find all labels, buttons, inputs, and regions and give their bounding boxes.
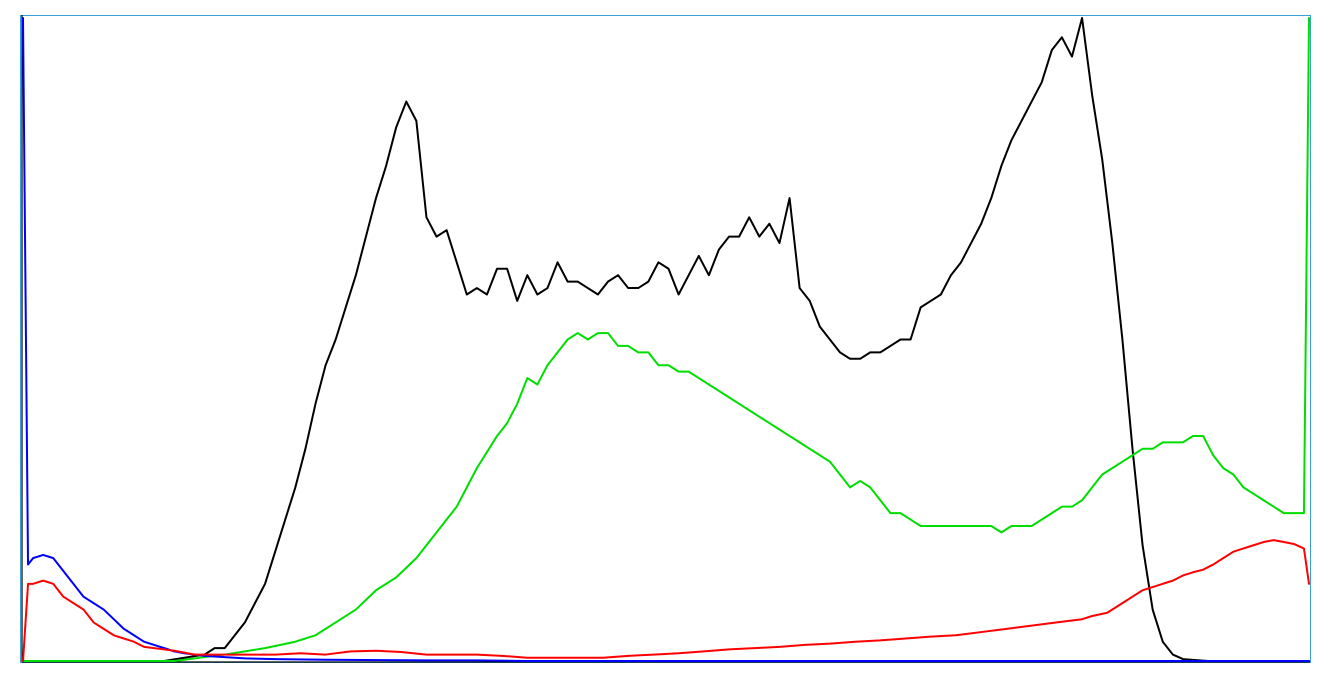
series-line-0 (22, 17, 1310, 662)
series-line-1 (22, 17, 1310, 662)
series-line-2 (22, 17, 1310, 662)
series-layer (22, 17, 1310, 662)
plot-frame (20, 15, 1311, 663)
series-line-3 (22, 539, 1310, 662)
